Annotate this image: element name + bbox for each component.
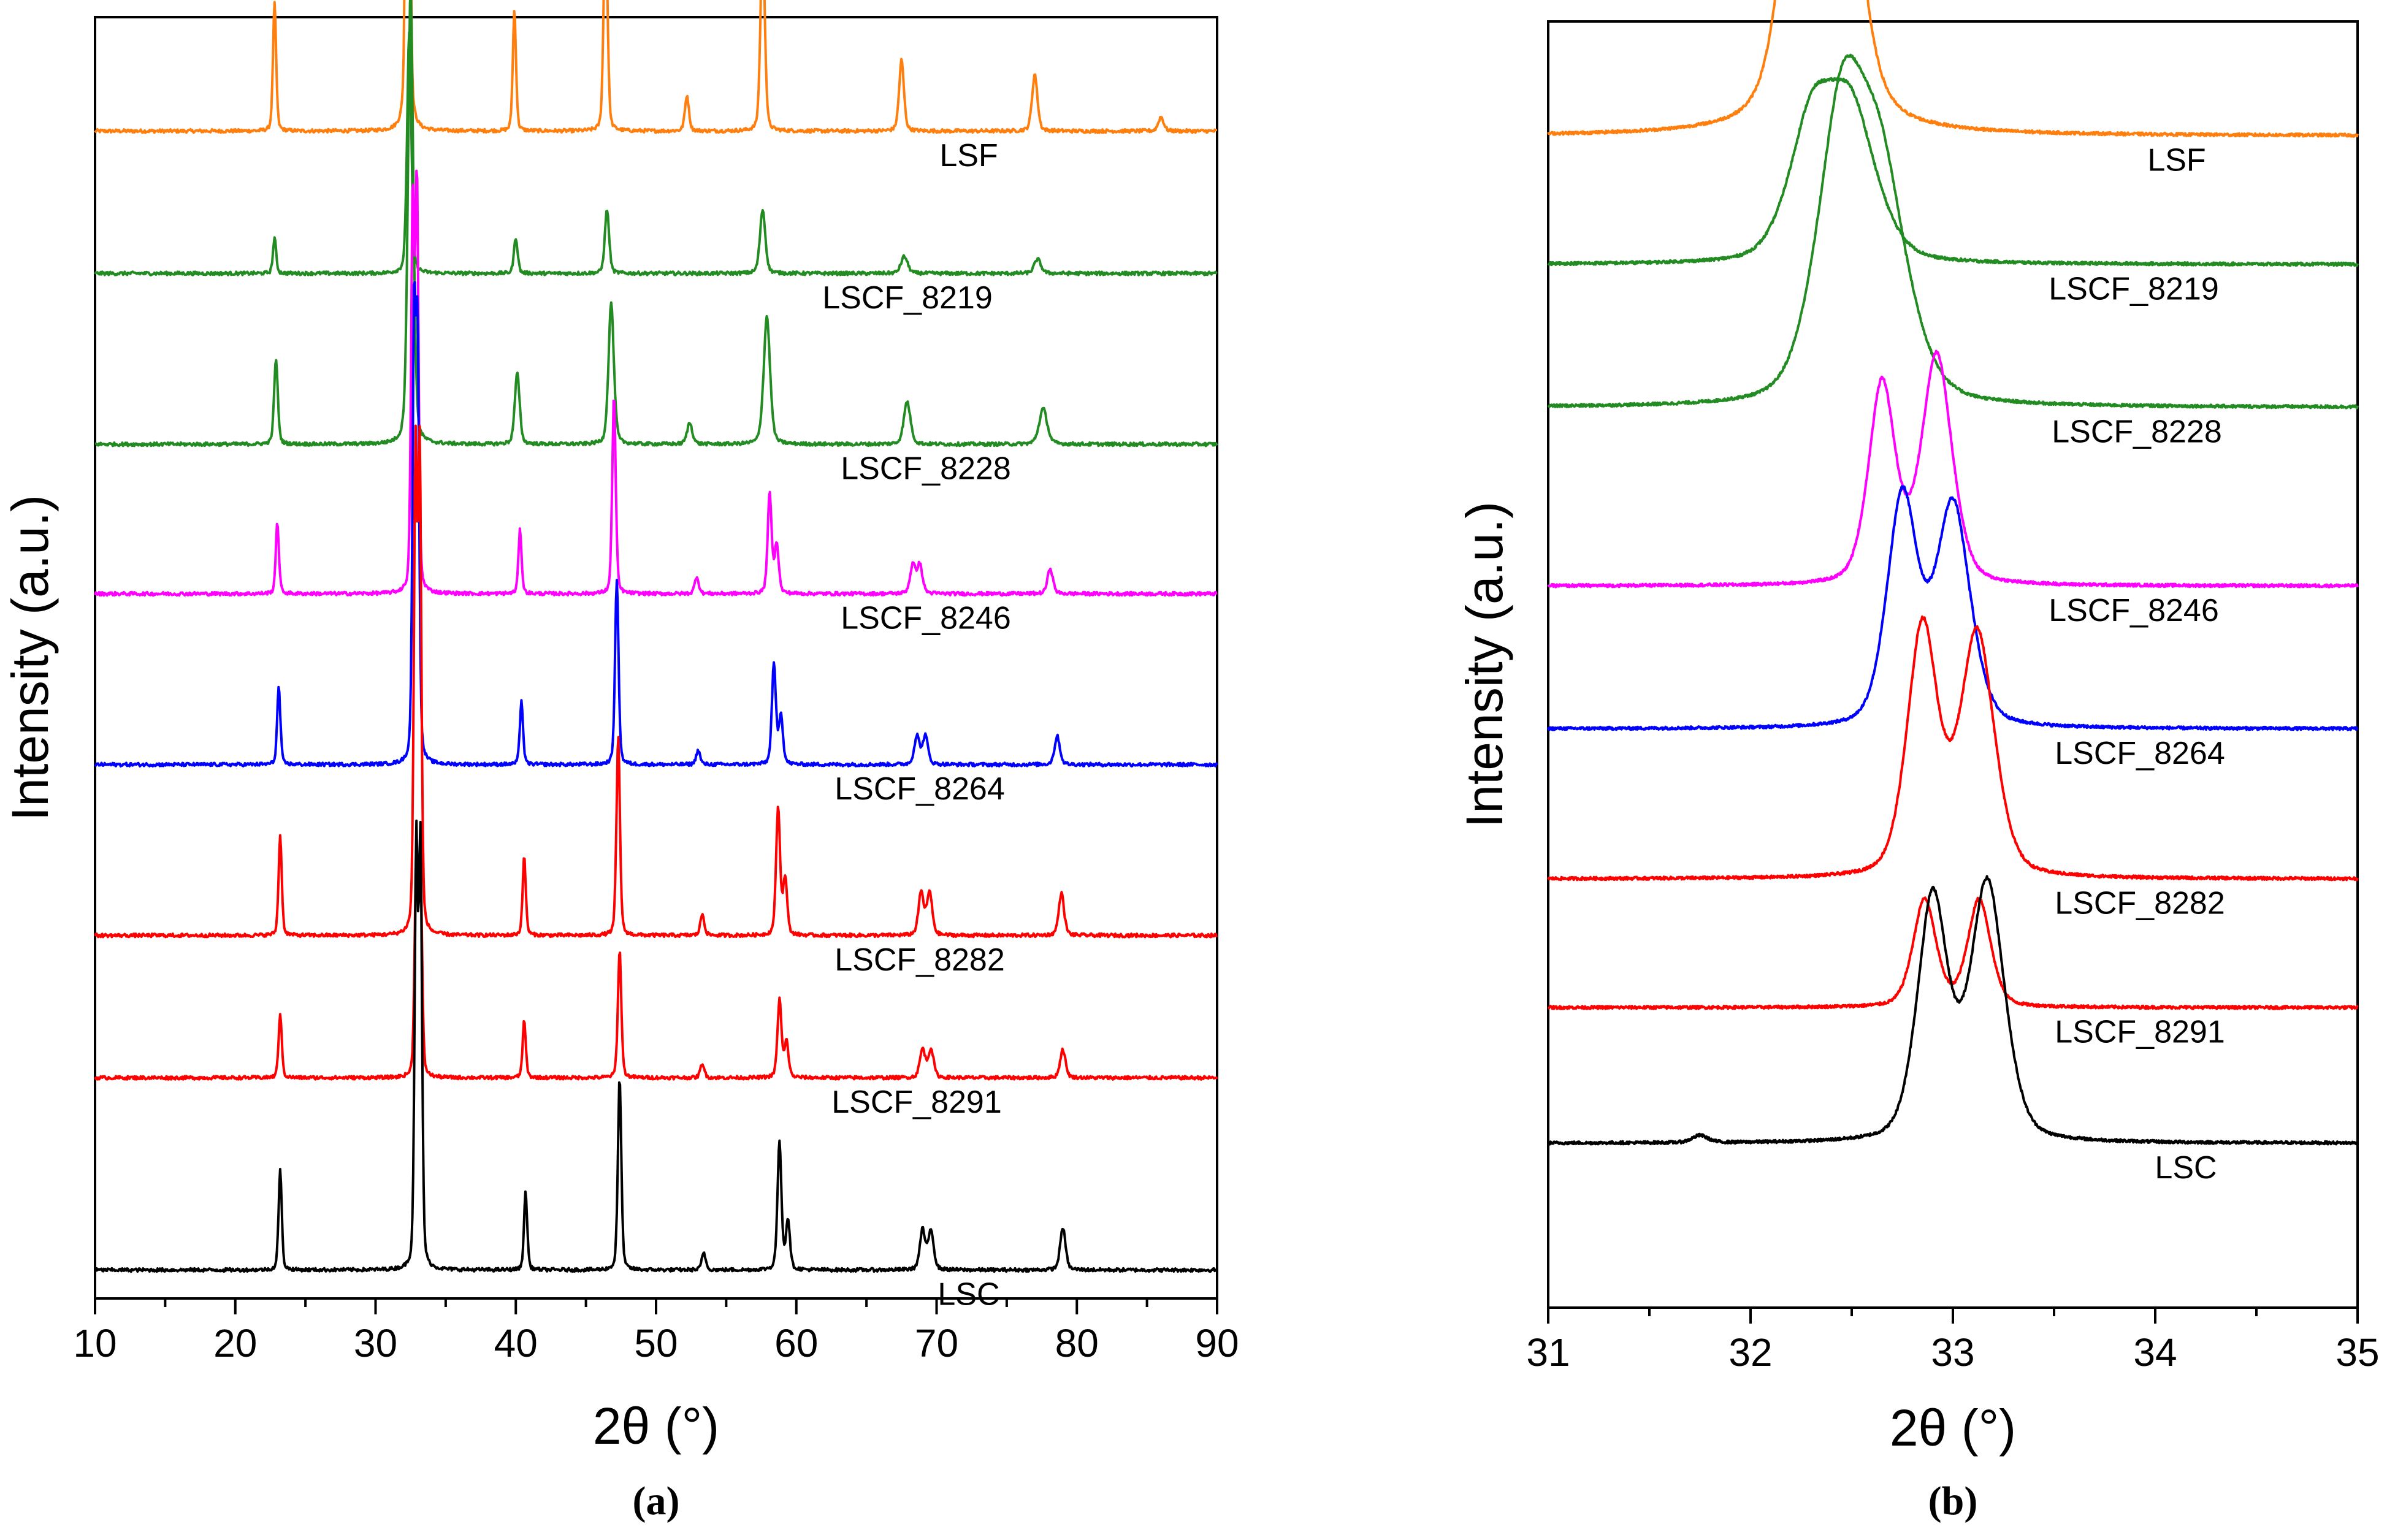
- panel-b-series-labels: LSF LSCF_8219 LSCF_8228 LSCF_8246 LSCF_8264 L…: [2049, 142, 2225, 1185]
- series-line-lsc: [1547, 875, 2359, 1146]
- panel-a-y-axis-title: Intensity (a.u.): [1, 495, 59, 821]
- panel-b-caption: (b): [1928, 1479, 1978, 1523]
- panel-b-x-ticks: 31 32 33 34 35: [1526, 1308, 2380, 1374]
- panel-a-plot-frame: [94, 16, 1218, 1300]
- series-line-lscf-8219: [1547, 77, 2359, 267]
- panel-a-x-ticks: 10 20 30 40 50 60 70 80 90: [73, 1298, 1239, 1365]
- series-line-lscf-8228: [94, 0, 1218, 448]
- panel-b-series: [1547, 0, 2359, 1146]
- series-label: LSCF_8228: [841, 451, 1011, 487]
- series-label: LSCF_8291: [2055, 1014, 2225, 1050]
- x-tick-label: 70: [915, 1321, 958, 1365]
- series-label: LSCF_8246: [2049, 593, 2219, 628]
- series-label: LSCF_8282: [834, 942, 1005, 978]
- series-line-lscf-8291: [1547, 896, 2359, 1010]
- series-label: LSCF_8291: [831, 1084, 1002, 1120]
- series-line-lsf: [94, 0, 1218, 134]
- x-tick-label: 40: [494, 1321, 538, 1365]
- x-tick-label: 32: [1728, 1330, 1772, 1374]
- series-label: LSCF_8228: [2052, 414, 2222, 449]
- x-tick-label: 50: [634, 1321, 678, 1365]
- series-line-lscf-8264: [94, 281, 1218, 768]
- series-line-lscf-8219: [94, 31, 1218, 276]
- series-label: LSCF_8282: [2055, 886, 2225, 921]
- series-label: LSF: [939, 138, 998, 173]
- series-line-lscf-8246: [94, 169, 1218, 597]
- x-tick-label: 33: [1931, 1330, 1974, 1374]
- x-tick-label: 10: [73, 1321, 116, 1365]
- x-tick-label: 80: [1055, 1321, 1099, 1365]
- series-line-lscf-8282: [1547, 615, 2359, 882]
- x-tick-label: 31: [1526, 1330, 1570, 1374]
- series-label: LSCF_8264: [2055, 736, 2225, 771]
- series-label: LSCF_8246: [841, 601, 1011, 636]
- x-tick-label: 60: [774, 1321, 818, 1365]
- series-line-lscf-8291: [94, 844, 1218, 1081]
- x-tick-label: 35: [2335, 1330, 2379, 1374]
- panel-a-series: [94, 0, 1218, 1273]
- series-line-lsf: [1547, 0, 2359, 138]
- x-tick-label: 90: [1195, 1321, 1239, 1365]
- series-label: LSC: [2155, 1150, 2217, 1186]
- series-label: LSCF_8219: [2049, 271, 2219, 307]
- series-label: LSCF_8264: [834, 771, 1005, 807]
- series-label: LSC: [938, 1277, 999, 1313]
- x-tick-label: 30: [354, 1321, 397, 1365]
- series-label: LSCF_8219: [822, 280, 993, 316]
- panel-b: 31 32 33 34 35 LSF LSCF_8219 LSCF_8228 LSCF_824…: [1456, 0, 2380, 1523]
- series-label: LSF: [2147, 142, 2206, 178]
- panel-a-series-labels: LSF LSCF_8219 LSCF_8228 LSCF_8246 LSCF_8264 L…: [822, 138, 1011, 1313]
- panel-b-plot-frame: [1547, 20, 2359, 1309]
- panel-b-x-axis-title: 2θ (°): [1890, 1399, 2016, 1457]
- series-line-lscf-8264: [1547, 485, 2359, 731]
- panel-a-caption: (a): [633, 1479, 680, 1523]
- series-line-lscf-8228: [1547, 53, 2359, 410]
- panel-a-x-axis-title: 2θ (°): [593, 1397, 719, 1455]
- series-line-lscf-8246: [1547, 349, 2359, 589]
- panel-a: 10 20 30 40 50 60 70 80 90 LSF LSCF_8219 LSCF_8228…: [1, 0, 1239, 1523]
- series-line-lscf-8282: [94, 424, 1218, 939]
- panel-b-y-axis-title: Intensity (a.u.): [1456, 501, 1513, 828]
- x-tick-label: 34: [2133, 1330, 2177, 1374]
- series-line-lsc: [94, 819, 1218, 1273]
- x-tick-label: 20: [213, 1321, 257, 1365]
